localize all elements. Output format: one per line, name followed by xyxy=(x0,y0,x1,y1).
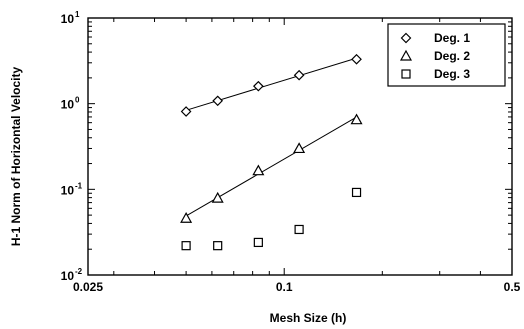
series-1 xyxy=(180,53,362,117)
legend-label-2: Deg. 2 xyxy=(434,49,470,63)
series-3-point xyxy=(351,187,362,198)
series-1-point xyxy=(293,69,305,81)
series-3-point xyxy=(253,237,263,248)
y-tick-label-exponent: -1 xyxy=(75,181,83,190)
legend-label-3: Deg. 3 xyxy=(434,67,470,81)
y-tick-label-exponent: 1 xyxy=(75,10,80,19)
series-3-point xyxy=(294,224,304,235)
series-2-point xyxy=(180,211,193,223)
series-3-point xyxy=(213,241,223,251)
series-2-point xyxy=(350,113,363,125)
legend-label-1: Deg. 1 xyxy=(434,31,470,45)
series-1-fit-line xyxy=(185,57,357,111)
series-2-fit-line xyxy=(185,116,357,217)
y-tick-label-base: 10 xyxy=(61,98,75,112)
series-1-point xyxy=(212,95,224,107)
series-2-point xyxy=(293,142,306,154)
x-tick-label: 0.1 xyxy=(276,280,293,294)
legend-marker-1 xyxy=(400,32,412,44)
series-1-point xyxy=(252,80,264,92)
x-axis-title: Mesh Size (h) xyxy=(270,311,347,325)
plot-frame xyxy=(87,17,513,276)
series-1-point xyxy=(180,106,192,117)
y-tick-label-base: 10 xyxy=(61,183,75,197)
series-2-point xyxy=(252,164,265,176)
y-tick-label-base: 10 xyxy=(61,12,75,26)
y-tick-label-exponent: -2 xyxy=(75,267,83,276)
series-2-point xyxy=(211,191,224,203)
series-3-point xyxy=(181,241,191,251)
series-layer xyxy=(180,53,363,251)
legend-marker-3 xyxy=(401,69,411,79)
legend-marker-2 xyxy=(399,49,413,61)
x-tick-label: 0.025 xyxy=(73,280,103,294)
series-1-point xyxy=(351,53,362,65)
y-tick-label-exponent: 0 xyxy=(75,96,80,105)
series-2 xyxy=(180,113,363,223)
y-tick-label-base: 10 xyxy=(61,269,75,283)
plot-area xyxy=(87,17,513,276)
legend: Deg. 1 Deg. 2 Deg. 3 xyxy=(387,23,506,87)
y-axis-title: H-1 Norm of Horizontal Velocity xyxy=(9,66,23,246)
x-tick-label: 0.5 xyxy=(504,280,521,294)
series-3 xyxy=(181,187,362,251)
x-axis: 0.025 0.1 0.5 xyxy=(73,18,521,294)
